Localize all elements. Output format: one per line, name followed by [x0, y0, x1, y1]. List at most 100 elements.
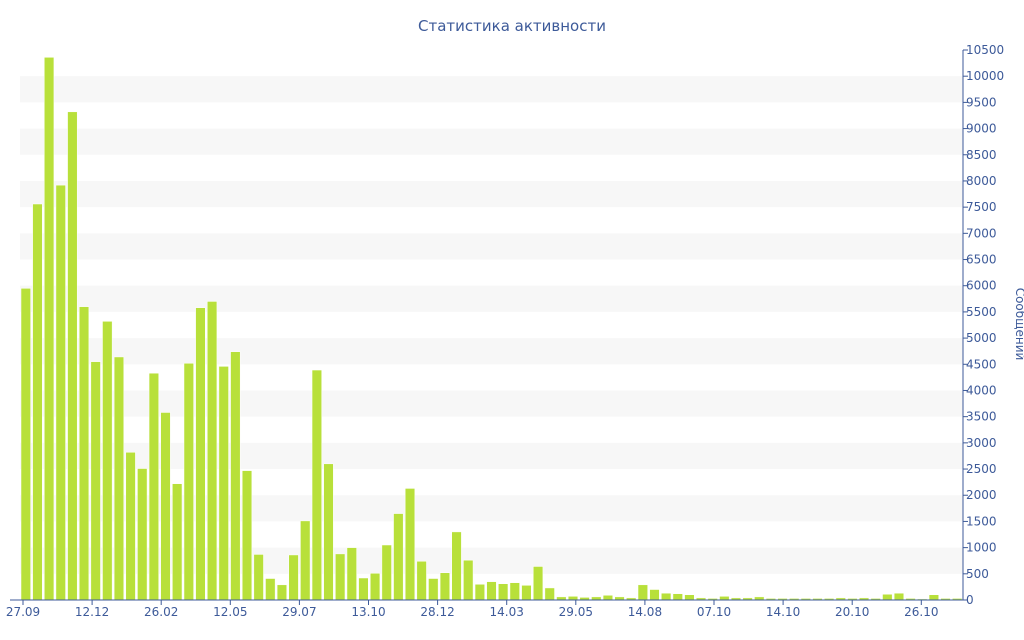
bar	[684, 594, 695, 601]
bar	[544, 587, 555, 601]
bar	[637, 584, 648, 601]
bar	[44, 57, 55, 601]
y-tick-label: 500	[966, 567, 989, 581]
bar	[241, 470, 253, 601]
y-tick-label: 6000	[966, 279, 997, 293]
y-tick-label: 3500	[966, 410, 997, 424]
x-tick-label: 07.10	[697, 605, 731, 619]
bar	[195, 307, 206, 601]
bar	[381, 544, 392, 601]
bar	[474, 584, 485, 601]
bar	[416, 560, 427, 601]
bar	[218, 366, 229, 601]
x-tick-label: 13.10	[351, 605, 385, 619]
y-tick-label: 8000	[966, 174, 997, 188]
bar	[265, 578, 276, 601]
bar	[882, 593, 893, 601]
bar	[451, 531, 462, 601]
bar	[137, 468, 148, 601]
grid-band	[20, 76, 963, 103]
bar	[719, 596, 730, 601]
bar	[230, 351, 241, 601]
y-tick-label: 5000	[966, 331, 997, 345]
y-tick-label: 8500	[966, 148, 997, 162]
x-tick-label: 14.03	[490, 605, 524, 619]
bar	[602, 595, 613, 601]
bar	[428, 578, 439, 601]
x-tick-label: 28.12	[420, 605, 454, 619]
x-tick-label: 20.10	[835, 605, 869, 619]
x-tick-label: 12.12	[75, 605, 109, 619]
grid-band	[20, 233, 963, 260]
x-tick-label: 27.09	[6, 605, 40, 619]
x-tick-label: 26.02	[144, 605, 178, 619]
y-axis-label: Сообщений	[1013, 288, 1024, 361]
bar	[649, 589, 660, 601]
chart-title: Статистика активности	[418, 17, 606, 35]
bar	[172, 483, 183, 601]
y-tick-label: 1500	[966, 514, 997, 528]
x-tick-label: 29.05	[559, 605, 593, 619]
y-tick-label: 0	[966, 593, 974, 607]
bar	[311, 369, 322, 601]
bar	[486, 581, 497, 601]
bar	[183, 362, 194, 601]
y-tick-label: 5500	[966, 305, 997, 319]
y-tick-label: 2000	[966, 488, 997, 502]
bar	[323, 463, 334, 601]
x-tick-label: 14.10	[766, 605, 800, 619]
bar	[90, 361, 101, 601]
bar	[567, 596, 579, 601]
y-tick-label: 3000	[966, 436, 997, 450]
grid-band	[20, 442, 963, 470]
bar	[67, 111, 78, 601]
bar	[463, 559, 474, 601]
y-tick-label: 9000	[966, 122, 997, 136]
grid-band	[20, 390, 963, 417]
y-tick-label: 1000	[966, 541, 997, 555]
x-tick-label: 26.10	[904, 605, 938, 619]
grid-band	[20, 128, 963, 155]
grid-band	[20, 285, 963, 312]
bar	[253, 554, 264, 601]
grid-bands	[20, 76, 963, 574]
bar	[160, 412, 171, 601]
bar	[20, 288, 31, 601]
y-tick-label: 7000	[966, 226, 997, 240]
bar	[661, 592, 672, 601]
bar	[148, 372, 159, 601]
grid-band	[20, 180, 963, 208]
bar	[288, 554, 299, 601]
bar	[32, 203, 43, 601]
y-tick-label: 4000	[966, 383, 997, 397]
bar	[358, 577, 369, 601]
x-tick-label: 29.07	[282, 605, 316, 619]
bar	[102, 321, 113, 601]
bar	[300, 520, 311, 601]
bar	[113, 356, 125, 601]
y-tick-label: 9500	[966, 95, 997, 109]
x-tick-label: 14.08	[628, 605, 662, 619]
x-tick-label: 12.05	[213, 605, 247, 619]
bar	[207, 301, 218, 601]
bar	[276, 584, 288, 601]
bar	[370, 573, 381, 601]
y-tick-label: 10500	[966, 43, 1004, 57]
bar	[335, 553, 346, 601]
y-tick-label: 4500	[966, 357, 997, 371]
bar	[55, 184, 66, 601]
y-tick-label: 2500	[966, 462, 997, 476]
y-tick-label: 6500	[966, 253, 997, 267]
bars-group	[20, 57, 963, 601]
bar	[893, 592, 905, 601]
bar	[439, 572, 450, 601]
bar	[404, 488, 416, 601]
bar	[509, 582, 520, 601]
y-tick-label: 7500	[966, 200, 997, 214]
bar	[393, 513, 404, 601]
grid-band	[20, 338, 963, 365]
bar	[533, 566, 544, 601]
bar	[521, 585, 532, 601]
